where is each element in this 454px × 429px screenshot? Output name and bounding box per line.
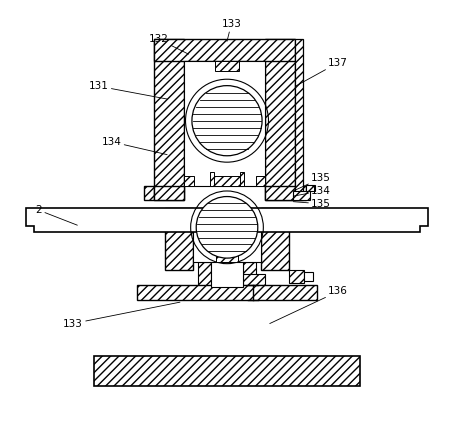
Text: 131: 131 xyxy=(89,81,167,99)
Text: 136: 136 xyxy=(270,287,348,323)
Bar xyxy=(289,270,304,283)
Bar xyxy=(304,272,312,281)
Bar xyxy=(240,172,244,186)
Bar xyxy=(143,186,154,199)
Bar xyxy=(154,186,184,199)
Bar xyxy=(214,176,240,186)
Bar xyxy=(266,39,296,199)
Bar xyxy=(296,186,306,199)
Bar xyxy=(293,191,311,199)
Text: 133: 133 xyxy=(63,302,180,329)
Bar xyxy=(215,60,239,71)
Bar xyxy=(137,285,317,300)
Bar xyxy=(198,263,211,287)
Text: 134: 134 xyxy=(293,186,331,196)
Bar xyxy=(184,176,194,186)
Circle shape xyxy=(196,196,258,258)
Bar xyxy=(154,39,296,60)
Text: 134: 134 xyxy=(102,137,167,154)
Bar xyxy=(261,208,296,218)
Text: 132: 132 xyxy=(148,34,188,54)
Bar xyxy=(256,176,266,186)
Bar xyxy=(243,275,265,285)
Bar xyxy=(296,39,303,199)
Bar xyxy=(261,208,289,270)
Bar xyxy=(154,39,184,199)
Text: 135: 135 xyxy=(293,173,331,191)
Bar xyxy=(165,208,193,270)
Bar xyxy=(266,186,296,199)
Bar xyxy=(216,255,238,263)
Text: 137: 137 xyxy=(296,57,348,86)
Bar xyxy=(211,263,243,287)
Text: 133: 133 xyxy=(222,19,241,41)
Circle shape xyxy=(192,86,262,156)
Bar xyxy=(193,218,261,263)
Bar xyxy=(158,208,193,218)
Bar xyxy=(243,263,256,279)
Text: 2: 2 xyxy=(35,205,77,225)
Bar xyxy=(210,172,214,186)
Bar xyxy=(94,356,360,386)
Bar xyxy=(306,184,315,191)
Text: 135: 135 xyxy=(293,199,331,209)
Bar xyxy=(184,60,266,186)
Polygon shape xyxy=(26,208,428,232)
